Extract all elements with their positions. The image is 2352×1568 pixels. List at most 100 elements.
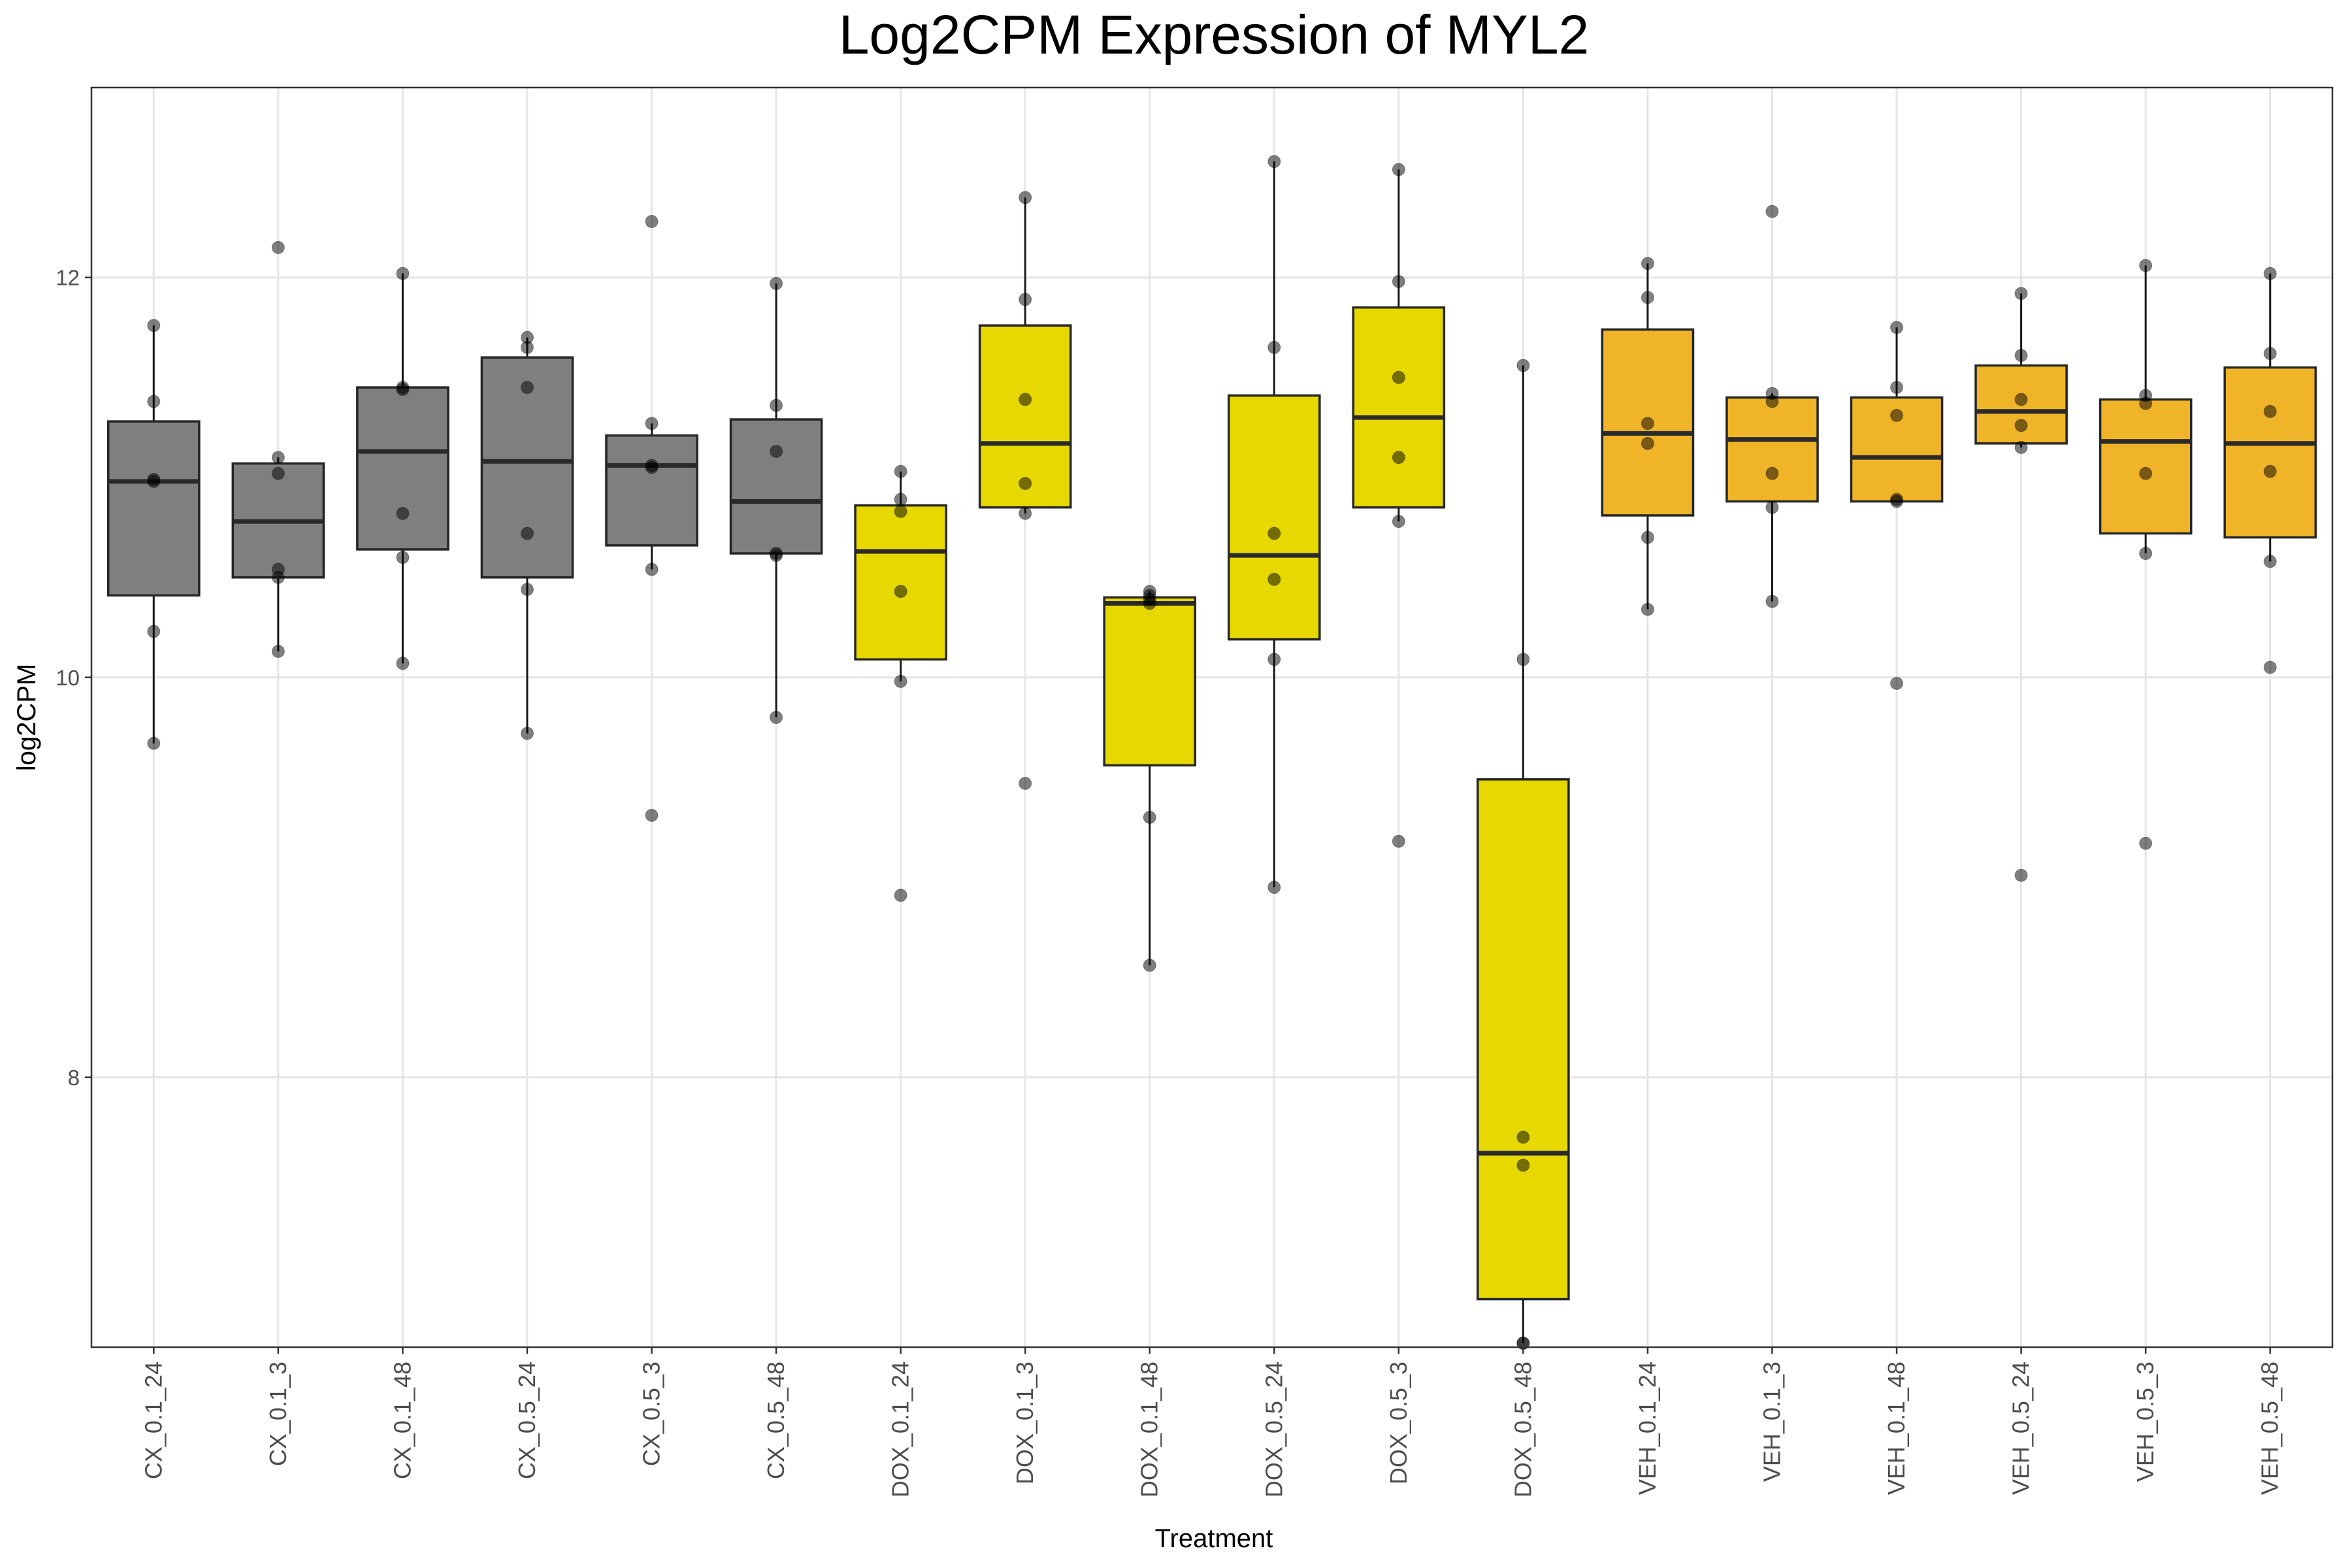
x-tick-label: DOX_0.5_3 <box>1385 1362 1412 1484</box>
plot-border <box>90 86 2334 1348</box>
data-point <box>2014 287 2028 301</box>
y-tick-label: 12 <box>56 266 80 290</box>
data-point <box>1019 191 1032 204</box>
x-tick-label: DOX_0.1_24 <box>887 1362 914 1497</box>
box <box>854 504 947 661</box>
data-point <box>396 657 410 670</box>
data-point <box>894 674 907 688</box>
x-tick-label: CX_0.5_3 <box>638 1362 665 1466</box>
chart-title: Log2CPM Expression of MYL2 <box>839 4 1590 65</box>
box <box>1725 396 1819 503</box>
x-tick-label: VEH_0.1_24 <box>1634 1362 1661 1495</box>
data-point <box>770 549 783 563</box>
data-point <box>1019 776 1032 790</box>
x-tick-label: CX_0.5_48 <box>762 1362 789 1479</box>
data-point <box>271 570 285 584</box>
data-point <box>1890 381 1904 395</box>
x-tick-label: VEH_0.1_48 <box>1883 1362 1910 1495</box>
data-point <box>894 465 907 478</box>
x-tick-label: CX_0.5_24 <box>514 1362 540 1479</box>
data-point <box>520 583 534 596</box>
data-point <box>271 451 285 465</box>
data-point <box>147 395 161 408</box>
data-point <box>2263 465 2277 478</box>
data-point <box>2139 547 2153 561</box>
box <box>480 356 574 579</box>
boxes <box>106 306 2317 1301</box>
data-point <box>770 444 783 458</box>
box <box>2223 366 2317 539</box>
data-point <box>2139 466 2153 480</box>
x-tick-label: DOX_0.1_3 <box>1011 1362 1038 1484</box>
data-point <box>1765 595 1779 608</box>
data-points <box>147 155 2277 1350</box>
x-tick-label: VEH_0.5_3 <box>2132 1362 2159 1482</box>
y-tick-label: 10 <box>56 666 80 690</box>
data-point <box>147 474 161 488</box>
x-tick-label: DOX_0.1_48 <box>1136 1362 1163 1497</box>
data-point <box>2139 397 2153 410</box>
data-point <box>894 493 907 506</box>
data-point <box>2263 404 2277 418</box>
data-point <box>1516 653 1530 666</box>
data-point <box>1641 602 1654 616</box>
data-point <box>1143 958 1156 972</box>
data-point <box>770 711 783 724</box>
box <box>356 386 449 551</box>
x-tick-label: DOX_0.5_48 <box>1509 1362 1536 1497</box>
data-point <box>1641 257 1654 270</box>
data-point <box>894 504 907 518</box>
x-tick-label: CX_0.1_3 <box>265 1362 291 1466</box>
data-point <box>645 808 659 822</box>
data-point <box>1019 393 1032 406</box>
x-tick-label: VEH_0.5_48 <box>2257 1362 2283 1495</box>
data-point <box>2263 555 2277 568</box>
y-tick-label: 8 <box>68 1066 80 1090</box>
x-tick-label: VEH_0.1_3 <box>1759 1362 1786 1482</box>
data-point <box>1516 1130 1530 1144</box>
data-point <box>645 215 659 229</box>
box <box>2099 398 2193 535</box>
data-point <box>1765 466 1779 480</box>
data-point <box>645 461 659 474</box>
data-point <box>2014 393 2028 406</box>
data-point <box>2263 267 2277 280</box>
box <box>1850 396 1944 503</box>
data-point <box>1267 527 1281 540</box>
data-point <box>1267 155 1281 169</box>
data-point <box>1267 881 1281 894</box>
data-point <box>520 727 534 740</box>
data-point <box>520 381 534 395</box>
data-point <box>1267 653 1281 666</box>
data-point <box>1890 676 1904 690</box>
data-point <box>1019 476 1032 490</box>
data-point <box>2014 868 2028 882</box>
data-point <box>1516 1158 1530 1172</box>
box <box>605 434 698 547</box>
data-point <box>1143 596 1156 610</box>
data-point <box>1267 572 1281 586</box>
data-point <box>1765 500 1779 514</box>
x-tick-label: DOX_0.5_24 <box>1260 1362 1287 1497</box>
data-point <box>1890 495 1904 508</box>
data-point <box>2139 259 2153 272</box>
data-point <box>396 267 410 280</box>
data-point <box>2139 836 2153 850</box>
data-point <box>1392 451 1405 465</box>
box <box>1477 778 1570 1301</box>
data-point <box>271 645 285 659</box>
data-point <box>2014 349 2028 363</box>
data-point <box>1143 811 1156 825</box>
box <box>1103 596 1197 767</box>
data-point <box>396 551 410 564</box>
data-point <box>894 889 907 902</box>
data-point <box>1392 834 1405 848</box>
data-point <box>645 417 659 431</box>
data-point <box>271 466 285 480</box>
data-point <box>1765 395 1779 408</box>
data-point <box>770 399 783 412</box>
medians <box>108 409 2316 1156</box>
data-point <box>1392 515 1405 529</box>
x-axis: CX_0.1_24 CX_0.1_3 CX_0.1_48 CX_0.5_24 CX_0.… <box>140 1347 2283 1497</box>
